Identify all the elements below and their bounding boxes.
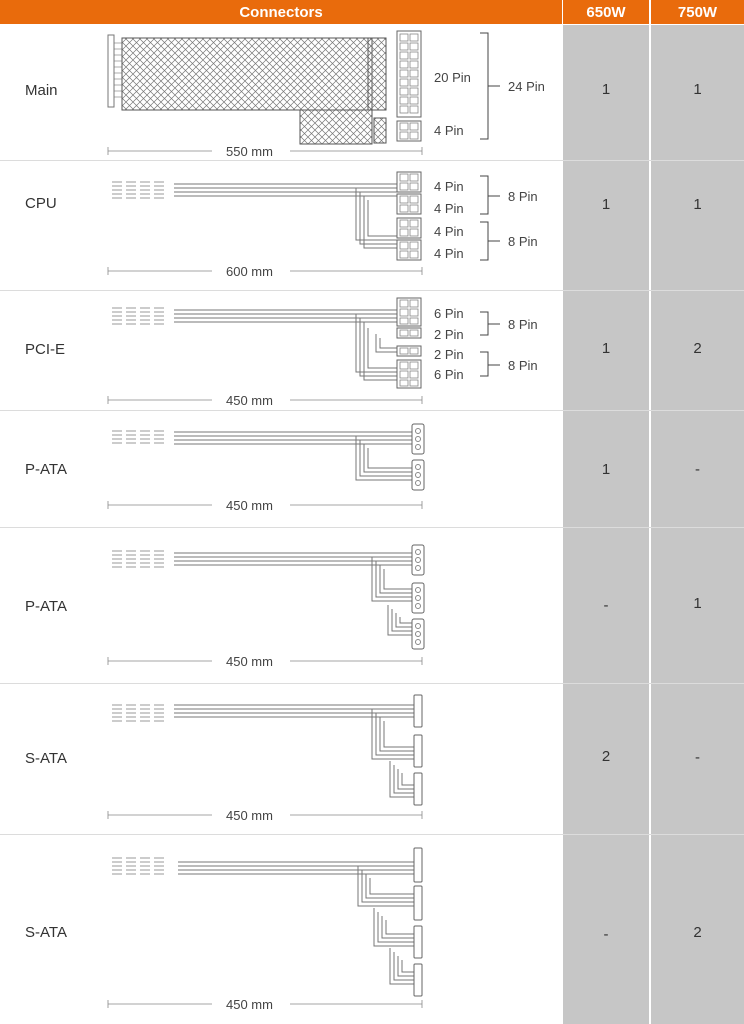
pin-label: 4 Pin	[434, 179, 464, 194]
column-650w-background	[563, 25, 649, 1024]
table-row-pci-e: 6 Pin 2 Pin 2 Pin 6 Pin 8 Pin 8 Pin 450 …	[0, 290, 744, 411]
value-750w: 1	[693, 196, 702, 213]
row-label: P-ATA	[25, 461, 67, 478]
value-750w: 2	[693, 340, 702, 357]
cable-length: 450 mm	[226, 808, 273, 823]
cable-length: 450 mm	[226, 498, 273, 513]
row-label: P-ATA	[25, 598, 67, 615]
pin-group-label: 24 Pin	[508, 79, 545, 94]
table-row-cpu: 4 Pin 4 Pin 4 Pin 4 Pin 8 Pin 8 Pin 600 …	[0, 160, 744, 291]
row-label: CPU	[25, 195, 57, 212]
table-row-p-ata: 450 mm P-ATA - 1	[0, 527, 744, 684]
s-ata-cable-diagram: 450 mm	[107, 694, 423, 823]
column-750w-background	[651, 25, 744, 1024]
value-750w: 1	[693, 595, 702, 612]
pci-e-cable-diagram: 6 Pin 2 Pin 2 Pin 6 Pin 8 Pin 8 Pin 450 …	[107, 297, 538, 408]
cable-length: 600 mm	[226, 264, 273, 279]
value-650w: 2	[601, 748, 611, 765]
value-650w: 1	[601, 81, 611, 98]
pin-label: 4 Pin	[434, 224, 464, 239]
row-label: PCI-E	[25, 341, 66, 358]
cable-length: 550 mm	[226, 144, 273, 159]
p-ata-cable-diagram: 450 mm	[107, 544, 425, 669]
value-750w: 1	[693, 81, 702, 98]
pin-group-label: 8 Pin	[508, 189, 538, 204]
pin-group-label: 8 Pin	[508, 358, 538, 373]
p-ata-cable-diagram: 450 mm	[107, 423, 425, 513]
table-row-p-ata: 450 mm P-ATA 1 -	[0, 410, 744, 528]
header-750w: 750W	[651, 0, 744, 24]
pin-group-label: 8 Pin	[508, 317, 538, 332]
cable-length: 450 mm	[226, 654, 273, 669]
pin-label: 2 Pin	[434, 347, 464, 362]
value-650w: -	[603, 597, 609, 614]
pin-label: 2 Pin	[434, 327, 464, 342]
table-row-s-ata: 450 mm S-ATA - 2	[0, 834, 744, 1024]
table-row-s-ata: 450 mm S-ATA 2 -	[0, 683, 744, 835]
pin-label: 6 Pin	[434, 306, 464, 321]
row-label: Main	[25, 82, 58, 99]
table-header: Connectors 650W 750W	[0, 0, 744, 24]
row-label: S-ATA	[25, 750, 67, 767]
pin-label: 20 Pin	[434, 70, 471, 85]
row-label: S-ATA	[25, 924, 67, 941]
pin-label: 4 Pin	[434, 246, 464, 261]
s-ata-cable-diagram: 450 mm	[107, 847, 423, 1012]
main-cable-diagram: 20 Pin 4 Pin 24 Pin 550 mm	[107, 30, 545, 159]
value-750w: 2	[693, 924, 702, 941]
table-row-main: 20 Pin 4 Pin 24 Pin 550 mm Main 1 1	[0, 25, 744, 161]
header-connectors: Connectors	[0, 0, 562, 24]
cable-length: 450 mm	[226, 997, 273, 1012]
value-750w: -	[695, 461, 700, 478]
cpu-cable-diagram: 4 Pin 4 Pin 4 Pin 4 Pin 8 Pin 8 Pin 600 …	[107, 171, 538, 279]
header-650w: 650W	[563, 0, 649, 24]
pin-label: 4 Pin	[434, 201, 464, 216]
pin-group-label: 8 Pin	[508, 234, 538, 249]
pin-label: 4 Pin	[434, 123, 464, 138]
pin-label: 6 Pin	[434, 367, 464, 382]
value-650w: 1	[601, 461, 611, 478]
value-650w: -	[603, 926, 609, 943]
value-650w: 1	[601, 340, 611, 357]
cable-length: 450 mm	[226, 393, 273, 408]
value-650w: 1	[601, 196, 611, 213]
value-750w: -	[695, 749, 700, 766]
